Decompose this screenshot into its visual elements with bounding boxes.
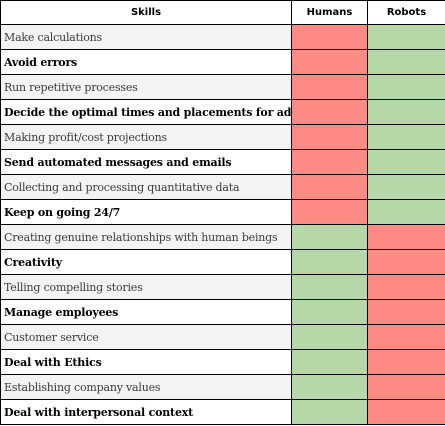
robots-capability-cell <box>367 199 445 225</box>
humans-capability-cell <box>291 349 368 375</box>
skill-cell: Run repetitive processes <box>0 74 292 100</box>
robots-capability-cell <box>367 149 445 175</box>
table-row: Deal with interpersonal context <box>0 399 445 425</box>
robots-capability-cell <box>367 174 445 200</box>
humans-capability-cell <box>291 49 368 75</box>
table-row: Collecting and processing quantitative d… <box>0 174 445 200</box>
skill-cell: Creativity <box>0 249 292 275</box>
table-row: Make calculations <box>0 24 445 50</box>
robots-capability-cell <box>367 349 445 375</box>
humans-capability-cell <box>291 74 368 100</box>
skill-cell: Creating genuine relationships with huma… <box>0 224 292 250</box>
skill-cell: Collecting and processing quantitative d… <box>0 174 292 200</box>
table-row: Creativity <box>0 249 445 275</box>
humans-capability-cell <box>291 399 368 425</box>
table-row: Deal with Ethics <box>0 349 445 375</box>
skill-cell: Decide the optimal times and placements … <box>0 99 292 125</box>
robots-capability-cell <box>367 374 445 400</box>
robots-capability-cell <box>367 324 445 350</box>
table-row: Send automated messages and emails <box>0 149 445 175</box>
humans-capability-cell <box>291 24 368 50</box>
skill-cell: Send automated messages and emails <box>0 149 292 175</box>
table-row: Avoid errors <box>0 49 445 75</box>
humans-capability-cell <box>291 249 368 275</box>
robots-capability-cell <box>367 124 445 150</box>
header-row: Skills Humans Robots <box>0 0 445 25</box>
robots-capability-cell <box>367 274 445 300</box>
skill-cell: Keep on going 24/7 <box>0 199 292 225</box>
robots-capability-cell <box>367 224 445 250</box>
table-row: Run repetitive processes <box>0 74 445 100</box>
table-row: Keep on going 24/7 <box>0 199 445 225</box>
table-body: Make calculations Avoid errors Run repetit… <box>0 24 445 425</box>
skills-column-header: Skills <box>0 0 292 25</box>
skill-cell: Manage employees <box>0 299 292 325</box>
table-row: Making profit/cost projections <box>0 124 445 150</box>
skill-cell: Avoid errors <box>0 49 292 75</box>
skill-cell: Making profit/cost projections <box>0 124 292 150</box>
humans-column-header: Humans <box>291 0 368 25</box>
humans-capability-cell <box>291 274 368 300</box>
humans-capability-cell <box>291 99 368 125</box>
humans-capability-cell <box>291 299 368 325</box>
humans-capability-cell <box>291 224 368 250</box>
robots-capability-cell <box>367 249 445 275</box>
table-row: Creating genuine relationships with huma… <box>0 224 445 250</box>
humans-capability-cell <box>291 174 368 200</box>
table-row: Telling compelling stories <box>0 274 445 300</box>
robots-capability-cell <box>367 99 445 125</box>
humans-capability-cell <box>291 324 368 350</box>
robots-capability-cell <box>367 399 445 425</box>
robots-capability-cell <box>367 299 445 325</box>
robots-capability-cell <box>367 49 445 75</box>
skill-cell: Make calculations <box>0 24 292 50</box>
humans-capability-cell <box>291 374 368 400</box>
robots-column-header: Robots <box>367 0 445 25</box>
humans-capability-cell <box>291 199 368 225</box>
skill-cell: Customer service <box>0 324 292 350</box>
humans-capability-cell <box>291 124 368 150</box>
robots-capability-cell <box>367 24 445 50</box>
table-row: Manage employees <box>0 299 445 325</box>
skill-cell: Deal with Ethics <box>0 349 292 375</box>
skill-cell: Telling compelling stories <box>0 274 292 300</box>
robots-capability-cell <box>367 74 445 100</box>
skill-cell: Deal with interpersonal context <box>0 399 292 425</box>
table-row: Establishing company values <box>0 374 445 400</box>
humans-capability-cell <box>291 149 368 175</box>
table-row: Decide the optimal times and placements … <box>0 99 445 125</box>
table-row: Customer service <box>0 324 445 350</box>
skill-cell: Establishing company values <box>0 374 292 400</box>
